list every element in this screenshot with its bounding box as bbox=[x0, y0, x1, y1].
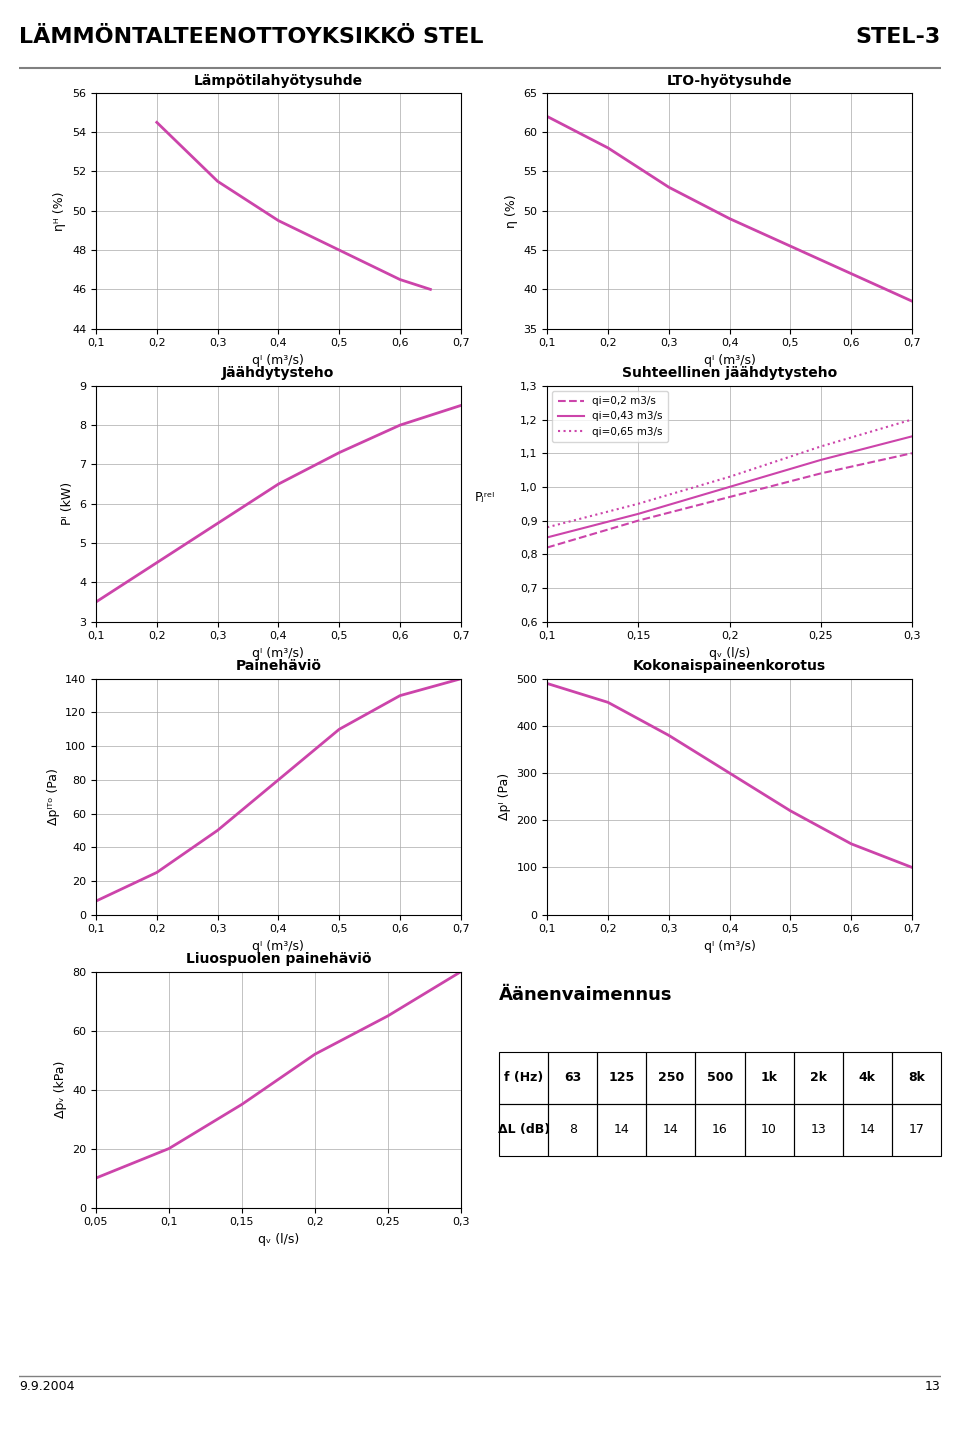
qi=0,65 m3/s bbox=[906, 412, 918, 429]
X-axis label: qᵥ (l/s): qᵥ (l/s) bbox=[258, 1233, 299, 1246]
Bar bbox=[794, 1052, 843, 1105]
qi=0,43 m3/s bbox=[541, 529, 553, 546]
Text: 16: 16 bbox=[712, 1123, 728, 1136]
Y-axis label: ηᴴ (%): ηᴴ (%) bbox=[54, 191, 66, 230]
Text: 14: 14 bbox=[859, 1123, 876, 1136]
qi=0,2 m3/s bbox=[906, 444, 918, 462]
Y-axis label: η (%): η (%) bbox=[505, 194, 517, 227]
X-axis label: qᴵ (m³/s): qᴵ (m³/s) bbox=[252, 647, 304, 660]
Text: 2k: 2k bbox=[809, 1072, 827, 1085]
Text: 17: 17 bbox=[908, 1123, 924, 1136]
Y-axis label: Pⱼʳᵉˡ: Pⱼʳᵉˡ bbox=[475, 490, 495, 504]
qi=0,65 m3/s bbox=[724, 469, 735, 486]
Text: 250: 250 bbox=[658, 1072, 684, 1085]
Title: Lämpötilahyötysuhde: Lämpötilahyötysuhde bbox=[194, 73, 363, 87]
Bar bbox=[646, 1105, 695, 1156]
Bar bbox=[548, 1105, 597, 1156]
Title: Jäähdytysteho: Jäähdytysteho bbox=[222, 366, 335, 380]
Bar bbox=[794, 1105, 843, 1156]
qi=0,2 m3/s bbox=[541, 539, 553, 556]
X-axis label: qᴵ (m³/s): qᴵ (m³/s) bbox=[252, 354, 304, 367]
X-axis label: qᴵ (m³/s): qᴵ (m³/s) bbox=[704, 940, 756, 953]
qi=0,65 m3/s bbox=[633, 496, 644, 513]
qi=0,43 m3/s bbox=[815, 452, 827, 469]
Title: LTO-hyötysuhde: LTO-hyötysuhde bbox=[667, 73, 792, 87]
Title: Suhteellinen jäähdytysteho: Suhteellinen jäähdytysteho bbox=[622, 366, 837, 380]
Bar bbox=[892, 1052, 941, 1105]
Bar bbox=[843, 1105, 892, 1156]
Bar bbox=[892, 1105, 941, 1156]
Bar bbox=[499, 1052, 548, 1105]
Bar bbox=[745, 1105, 794, 1156]
Y-axis label: Δpᵥ (kPa): Δpᵥ (kPa) bbox=[54, 1060, 66, 1119]
Text: STEL-3: STEL-3 bbox=[855, 27, 941, 47]
Bar bbox=[499, 1105, 548, 1156]
Y-axis label: Δpˡᵀᵒ (Pa): Δpˡᵀᵒ (Pa) bbox=[47, 769, 60, 825]
Text: LÄMMÖNTALTEENOTTOYKSIKKÖ STEL: LÄMMÖNTALTEENOTTOYKSIKKÖ STEL bbox=[19, 27, 484, 47]
X-axis label: qᴵ (m³/s): qᴵ (m³/s) bbox=[252, 940, 304, 953]
Bar bbox=[548, 1052, 597, 1105]
Line: qi=0,43 m3/s: qi=0,43 m3/s bbox=[547, 436, 912, 537]
Text: 63: 63 bbox=[564, 1072, 582, 1085]
qi=0,43 m3/s bbox=[724, 479, 735, 496]
Text: 10: 10 bbox=[761, 1123, 777, 1136]
Title: Kokonaispaineenkorotus: Kokonaispaineenkorotus bbox=[633, 659, 827, 673]
Text: 14: 14 bbox=[614, 1123, 630, 1136]
Bar bbox=[597, 1052, 646, 1105]
Text: 1k: 1k bbox=[760, 1072, 778, 1085]
Bar bbox=[646, 1052, 695, 1105]
Bar bbox=[695, 1052, 745, 1105]
Y-axis label: Δpᴵ (Pa): Δpᴵ (Pa) bbox=[498, 773, 511, 820]
Title: Liuospuolen painehäviö: Liuospuolen painehäviö bbox=[185, 952, 372, 966]
Title: Painehäviö: Painehäviö bbox=[235, 659, 322, 673]
Text: 14: 14 bbox=[663, 1123, 679, 1136]
qi=0,43 m3/s bbox=[633, 506, 644, 523]
Text: ΔL (dB): ΔL (dB) bbox=[497, 1123, 550, 1136]
Legend: qi=0,2 m3/s, qi=0,43 m3/s, qi=0,65 m3/s: qi=0,2 m3/s, qi=0,43 m3/s, qi=0,65 m3/s bbox=[552, 392, 668, 442]
Text: 500: 500 bbox=[707, 1072, 733, 1085]
Bar bbox=[843, 1052, 892, 1105]
Text: 8: 8 bbox=[568, 1123, 577, 1136]
Bar bbox=[695, 1105, 745, 1156]
qi=0,2 m3/s bbox=[633, 512, 644, 529]
Text: 125: 125 bbox=[609, 1072, 635, 1085]
qi=0,2 m3/s bbox=[724, 489, 735, 506]
X-axis label: qᵥ (l/s): qᵥ (l/s) bbox=[709, 647, 750, 660]
Text: Äänenvaimennus: Äänenvaimennus bbox=[499, 986, 673, 1005]
Text: 13: 13 bbox=[925, 1380, 941, 1393]
X-axis label: qᴵ (m³/s): qᴵ (m³/s) bbox=[704, 354, 756, 367]
Line: qi=0,2 m3/s: qi=0,2 m3/s bbox=[547, 453, 912, 547]
qi=0,65 m3/s bbox=[541, 519, 553, 536]
qi=0,2 m3/s bbox=[815, 464, 827, 482]
qi=0,43 m3/s bbox=[906, 427, 918, 444]
Text: 13: 13 bbox=[810, 1123, 826, 1136]
qi=0,65 m3/s bbox=[815, 437, 827, 454]
Bar bbox=[597, 1105, 646, 1156]
Text: 4k: 4k bbox=[858, 1072, 876, 1085]
Bar bbox=[745, 1052, 794, 1105]
Text: 9.9.2004: 9.9.2004 bbox=[19, 1380, 75, 1393]
Text: 8k: 8k bbox=[908, 1072, 924, 1085]
Line: qi=0,65 m3/s: qi=0,65 m3/s bbox=[547, 420, 912, 527]
Y-axis label: Pᴵ (kW): Pᴵ (kW) bbox=[60, 482, 74, 526]
Text: f (Hz): f (Hz) bbox=[504, 1072, 543, 1085]
